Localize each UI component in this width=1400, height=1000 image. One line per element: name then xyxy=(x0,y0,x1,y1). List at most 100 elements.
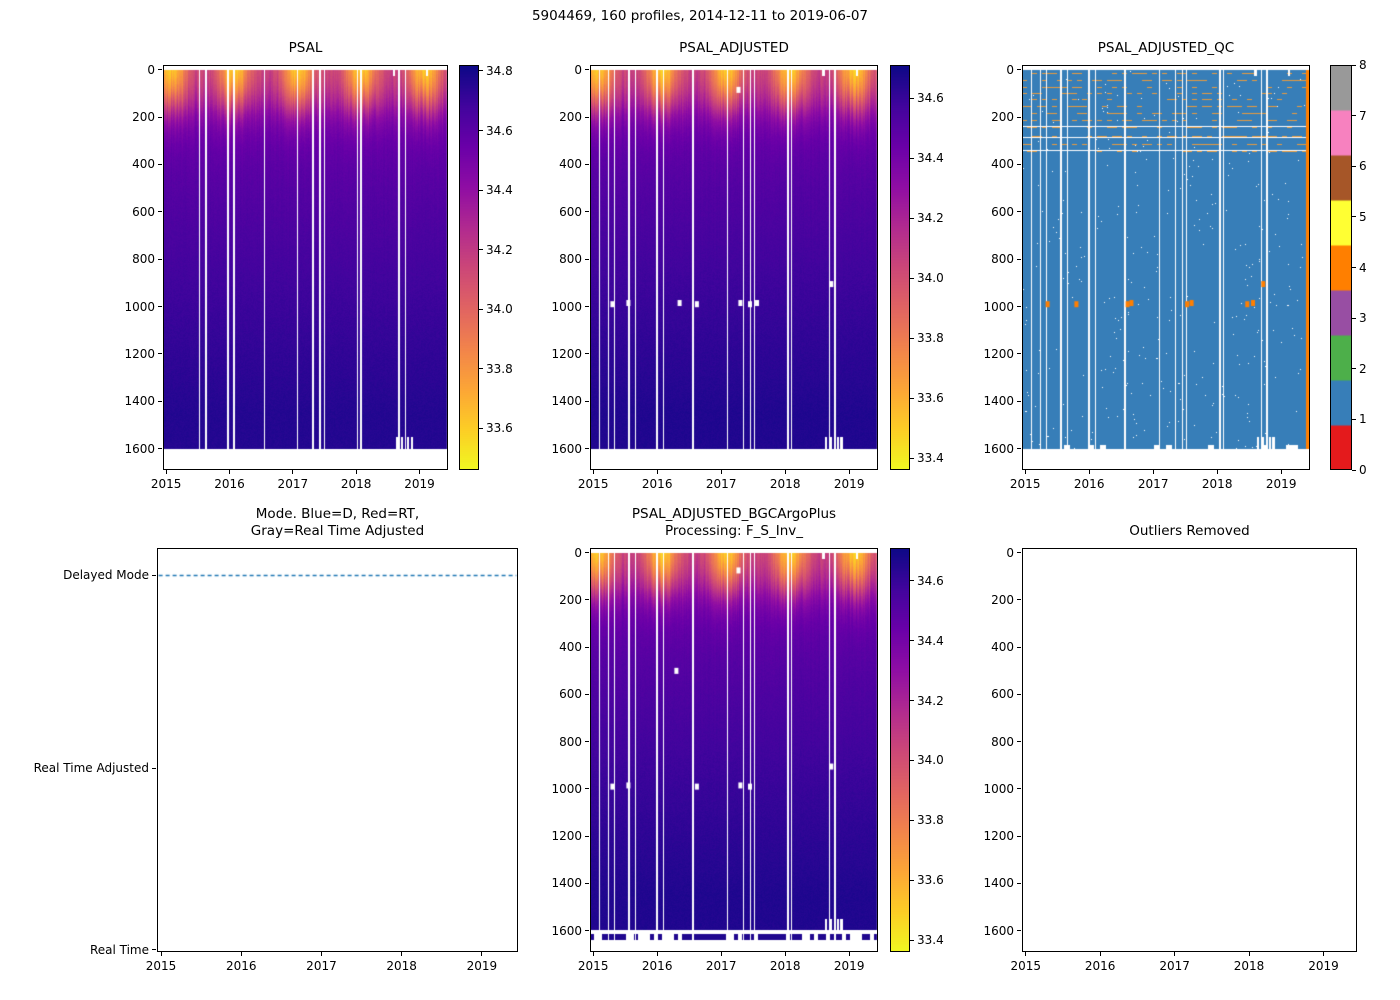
colorbar-tick-mark xyxy=(479,130,483,131)
y-tick-mark xyxy=(585,646,589,648)
x-tick-mark xyxy=(592,952,594,956)
y-tick-mark xyxy=(1017,163,1021,165)
x-tick-label: 2019 xyxy=(833,959,865,973)
colorbar-tick-mark xyxy=(1352,469,1356,471)
chart-title-psal_adjusted_bgc: Processing: F_S_Inv_ xyxy=(664,523,804,539)
psal_adjusted_qc-colorbar-canvas xyxy=(1330,65,1352,470)
colorbar-tick-mark xyxy=(910,939,914,941)
x-tick-mark xyxy=(1280,470,1282,474)
x-tick-label: 2015 xyxy=(150,477,182,491)
y-tick-mark xyxy=(585,930,589,932)
y-tick-mark xyxy=(152,767,156,769)
y-tick-mark xyxy=(585,693,589,695)
y-tick-label: 600 xyxy=(991,204,1014,219)
chart-title-mode: Mode. Blue=D, Red=RT, xyxy=(255,506,420,522)
colorbar-tick-label: 33.8 xyxy=(917,331,944,345)
colorbar-tick-mark xyxy=(1352,115,1356,117)
y-category-label: Real Time Adjusted xyxy=(33,761,149,776)
y-tick-label: 200 xyxy=(991,592,1014,607)
axes-frame-outliers_removed xyxy=(1022,548,1357,952)
y-tick-mark xyxy=(585,163,589,165)
x-tick-label: 2019 xyxy=(1308,959,1339,973)
y-tick-label: 1400 xyxy=(551,394,582,409)
y-tick-label: 1400 xyxy=(983,394,1014,409)
y-tick-mark xyxy=(585,835,589,837)
y-tick-label: 1200 xyxy=(983,346,1014,361)
colorbar-tick-mark xyxy=(910,157,914,159)
y-tick-mark xyxy=(158,211,162,213)
y-tick-label: 400 xyxy=(991,640,1014,655)
colorbar-tick-mark xyxy=(910,277,914,279)
y-tick-mark xyxy=(1017,211,1021,213)
x-tick-label: 2016 xyxy=(1084,959,1116,973)
colorbar-tick-mark xyxy=(1352,267,1356,268)
psal_adjusted_bgc-colorbar-canvas xyxy=(890,548,910,952)
y-tick-mark xyxy=(585,258,589,260)
y-tick-mark xyxy=(1017,882,1021,884)
x-tick-mark xyxy=(656,470,658,474)
x-tick-label: 2017 xyxy=(306,959,337,973)
y-tick-mark xyxy=(158,306,162,308)
y-tick-label: 800 xyxy=(991,734,1014,749)
colorbar-tick-label: 34.6 xyxy=(917,573,944,588)
x-tick-label: 2015 xyxy=(577,477,609,491)
x-tick-mark xyxy=(1248,952,1250,956)
x-tick-mark xyxy=(1024,470,1026,474)
x-tick-label: 2015 xyxy=(1009,477,1041,491)
y-tick-label: 0 xyxy=(574,62,582,77)
x-tick-label: 2017 xyxy=(1159,959,1190,973)
y-tick-label: 400 xyxy=(132,157,155,172)
y-tick-label: 1000 xyxy=(551,781,582,796)
x-tick-mark xyxy=(401,952,403,956)
x-tick-mark xyxy=(1152,470,1154,474)
y-tick-label: 1600 xyxy=(983,441,1014,456)
x-tick-label: 2015 xyxy=(145,959,177,973)
colorbar-tick-mark xyxy=(910,640,914,642)
colorbar-tick-label: 1 xyxy=(1359,412,1367,427)
y-tick-mark xyxy=(1017,930,1021,932)
y-tick-mark xyxy=(585,69,589,71)
x-tick-label: 2018 xyxy=(386,959,417,973)
colorbar-tick-mark xyxy=(910,457,914,459)
y-tick-label: 1400 xyxy=(124,394,155,409)
y-tick-mark xyxy=(1017,69,1021,71)
y-tick-mark xyxy=(585,116,589,118)
chart-title-mode: Gray=Real Time Adjusted xyxy=(250,523,425,539)
colorbar-tick-mark xyxy=(1352,418,1356,420)
y-tick-label: 200 xyxy=(559,592,582,607)
colorbar-tick-label: 33.4 xyxy=(917,933,944,948)
y-tick-mark xyxy=(158,353,162,355)
x-tick-mark xyxy=(1323,952,1324,956)
colorbar-tick-label: 34.2 xyxy=(917,211,944,225)
y-tick-label: 400 xyxy=(559,640,582,655)
y-tick-mark xyxy=(585,788,589,790)
y-tick-label: 0 xyxy=(1006,62,1014,77)
x-tick-mark xyxy=(1216,470,1218,474)
colorbar-tick-mark xyxy=(910,879,914,881)
colorbar-tick-label: 34.6 xyxy=(917,91,944,105)
x-tick-mark xyxy=(656,952,658,956)
colorbar-tick-label: 33.6 xyxy=(917,391,944,405)
y-tick-mark xyxy=(158,116,162,118)
y-tick-label: 1400 xyxy=(551,876,582,891)
x-tick-label: 2018 xyxy=(340,477,372,491)
colorbar-tick-mark xyxy=(1352,216,1356,218)
colorbar-tick-mark xyxy=(910,580,914,582)
y-tick-mark xyxy=(1017,599,1021,601)
psal-colorbar-canvas xyxy=(459,65,479,470)
colorbar-tick-mark xyxy=(910,759,914,761)
psal_adjusted-colorbar-canvas xyxy=(890,65,910,470)
y-tick-mark xyxy=(1017,741,1021,743)
y-tick-mark xyxy=(585,353,589,355)
x-tick-label: 2018 xyxy=(1233,959,1265,973)
colorbar-tick-label: 34.0 xyxy=(917,753,944,768)
x-tick-label: 2019 xyxy=(833,477,865,491)
y-tick-label: 200 xyxy=(132,110,155,125)
colorbar-tick-label: 33.8 xyxy=(917,813,944,828)
y-tick-label: 1000 xyxy=(551,299,582,314)
y-tick-label: 1000 xyxy=(124,299,155,314)
y-tick-label: 1200 xyxy=(551,346,582,361)
y-tick-mark xyxy=(152,949,156,951)
x-tick-mark xyxy=(592,470,594,474)
x-tick-label: 2016 xyxy=(1073,477,1105,491)
